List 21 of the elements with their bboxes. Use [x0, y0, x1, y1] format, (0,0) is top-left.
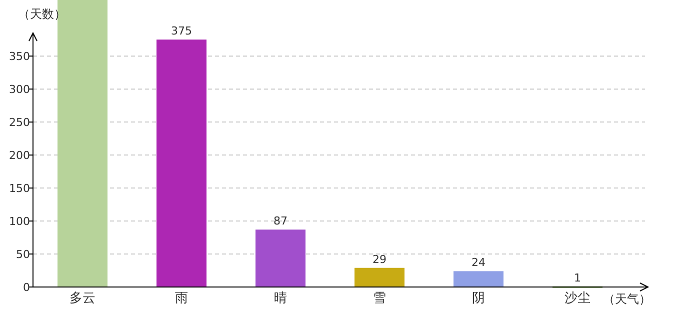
y-tick-label: 150	[9, 182, 30, 196]
x-tick-label: 沙尘	[564, 291, 590, 306]
x-tick-label: 阴	[472, 291, 485, 306]
x-axis-title: （天气）	[603, 292, 651, 306]
y-tick-label: 50	[16, 248, 30, 262]
x-tick-label: 雨	[175, 291, 188, 306]
x-tick-label: 雪	[373, 291, 386, 306]
x-tick-label: 多云	[70, 291, 96, 306]
y-tick-label: 300	[9, 83, 30, 96]
data-label: 29	[372, 252, 386, 266]
y-tick-label: 0	[23, 281, 30, 294]
y-tick-label: 200	[9, 149, 30, 162]
data-label: 24	[472, 256, 486, 270]
data-label: 1	[574, 271, 581, 284]
data-label: 87	[274, 214, 288, 228]
y-tick-label: 100	[9, 215, 30, 228]
data-label: 375	[171, 24, 192, 38]
y-tick-label: 350	[9, 50, 30, 64]
y-tick-label: 250	[9, 116, 30, 130]
y-axis-title: （天数）	[18, 7, 66, 21]
x-tick-label: 晴	[274, 291, 287, 306]
